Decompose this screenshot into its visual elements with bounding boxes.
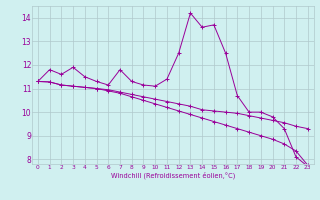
X-axis label: Windchill (Refroidissement éolien,°C): Windchill (Refroidissement éolien,°C)	[111, 171, 235, 179]
